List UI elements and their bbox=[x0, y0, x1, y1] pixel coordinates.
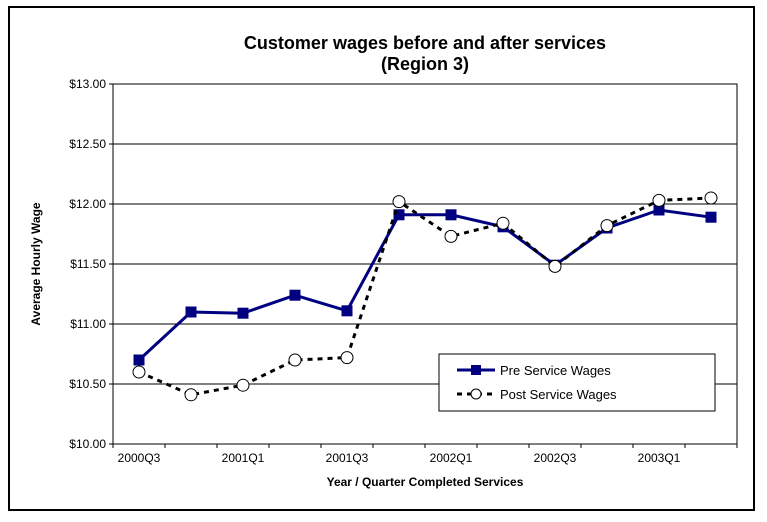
data-point bbox=[393, 209, 405, 221]
y-tick-label: $10.00 bbox=[69, 437, 106, 451]
data-point bbox=[340, 351, 354, 365]
x-tick-label: 2002Q3 bbox=[534, 451, 577, 465]
data-point bbox=[600, 219, 614, 233]
data-point bbox=[392, 195, 406, 209]
y-tick-label: $11.00 bbox=[70, 317, 106, 331]
data-point bbox=[341, 305, 353, 317]
data-point bbox=[704, 191, 718, 205]
line-chart: Customer wages before and after services… bbox=[29, 33, 738, 489]
data-point bbox=[652, 193, 666, 207]
data-point bbox=[548, 259, 562, 273]
chart-subtitle: (Region 3) bbox=[381, 54, 469, 74]
series-group bbox=[132, 191, 718, 402]
legend-marker bbox=[470, 388, 482, 400]
data-point bbox=[444, 229, 458, 243]
series-post-service bbox=[132, 191, 718, 402]
x-tick-label: 2000Q3 bbox=[118, 451, 161, 465]
data-point bbox=[705, 211, 717, 223]
x-tick-label: 2003Q1 bbox=[638, 451, 681, 465]
x-tick-label: 2001Q1 bbox=[222, 451, 265, 465]
series-line bbox=[138, 196, 712, 397]
y-tick-label: $12.50 bbox=[69, 137, 106, 151]
x-tick-label: 2002Q1 bbox=[430, 451, 473, 465]
data-point bbox=[445, 209, 457, 221]
legend-marker bbox=[471, 365, 481, 375]
legend-label: Pre Service Wages bbox=[500, 363, 611, 378]
y-tick-label: $11.50 bbox=[70, 257, 106, 271]
chart-title: Customer wages before and after services bbox=[244, 33, 606, 53]
series-line bbox=[137, 208, 712, 362]
y-axis-ticks: $10.00 $10.50 $11.00 $11.50 $12.00 $12.50 $13.… bbox=[69, 77, 113, 451]
y-tick-label: $12.00 bbox=[69, 197, 106, 211]
data-point bbox=[184, 388, 198, 402]
data-point bbox=[289, 289, 301, 301]
data-point bbox=[132, 365, 146, 379]
y-axis-title: Average Hourly Wage bbox=[29, 202, 43, 325]
x-axis-title: Year / Quarter Completed Services bbox=[327, 475, 524, 489]
series-pre-service bbox=[133, 204, 717, 366]
data-point bbox=[496, 216, 510, 230]
legend: Pre Service Wages Post Service Wages bbox=[438, 353, 716, 412]
data-point bbox=[185, 306, 197, 318]
x-tick-label: 2001Q3 bbox=[326, 451, 369, 465]
legend-label: Post Service Wages bbox=[500, 387, 617, 402]
chart-frame: Customer wages before and after services… bbox=[8, 6, 755, 511]
data-point bbox=[288, 353, 302, 367]
data-point bbox=[236, 378, 250, 392]
y-tick-label: $10.50 bbox=[69, 377, 106, 391]
data-point bbox=[133, 354, 145, 366]
y-tick-label: $13.00 bbox=[69, 77, 106, 91]
legend-box bbox=[438, 353, 716, 412]
data-point bbox=[237, 307, 249, 319]
x-axis-ticks: 2000Q3 2001Q1 2001Q3 2002Q1 2002Q3 2003Q1 bbox=[112, 444, 738, 465]
